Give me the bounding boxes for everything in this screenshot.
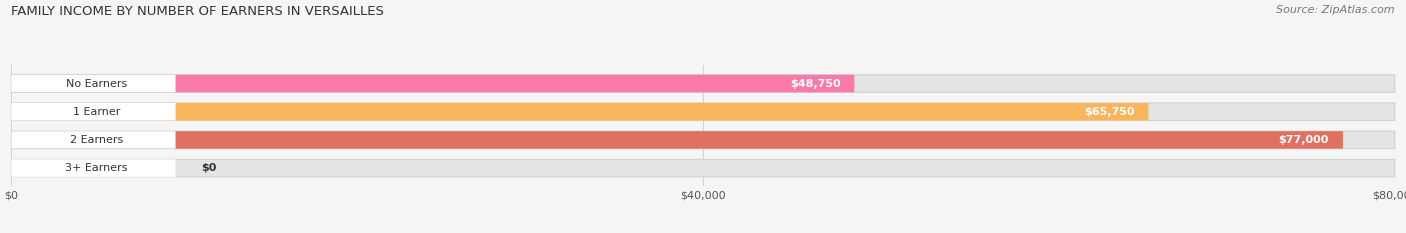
FancyBboxPatch shape [11,103,1395,120]
Text: Source: ZipAtlas.com: Source: ZipAtlas.com [1277,5,1395,15]
Text: $0: $0 [201,163,217,173]
FancyBboxPatch shape [11,131,176,149]
FancyBboxPatch shape [11,75,855,92]
Text: 3+ Earners: 3+ Earners [66,163,128,173]
Text: No Earners: No Earners [66,79,128,89]
Text: 1 Earner: 1 Earner [73,107,121,117]
FancyBboxPatch shape [11,103,1149,120]
Text: 2 Earners: 2 Earners [70,135,124,145]
FancyBboxPatch shape [11,75,1395,92]
FancyBboxPatch shape [11,159,1395,177]
FancyBboxPatch shape [11,159,176,177]
Text: $48,750: $48,750 [790,79,841,89]
Text: $65,750: $65,750 [1084,107,1135,117]
FancyBboxPatch shape [11,103,176,120]
FancyBboxPatch shape [11,75,176,92]
FancyBboxPatch shape [11,131,1395,149]
Text: FAMILY INCOME BY NUMBER OF EARNERS IN VERSAILLES: FAMILY INCOME BY NUMBER OF EARNERS IN VE… [11,5,384,18]
FancyBboxPatch shape [11,131,1343,149]
Text: $77,000: $77,000 [1278,135,1329,145]
